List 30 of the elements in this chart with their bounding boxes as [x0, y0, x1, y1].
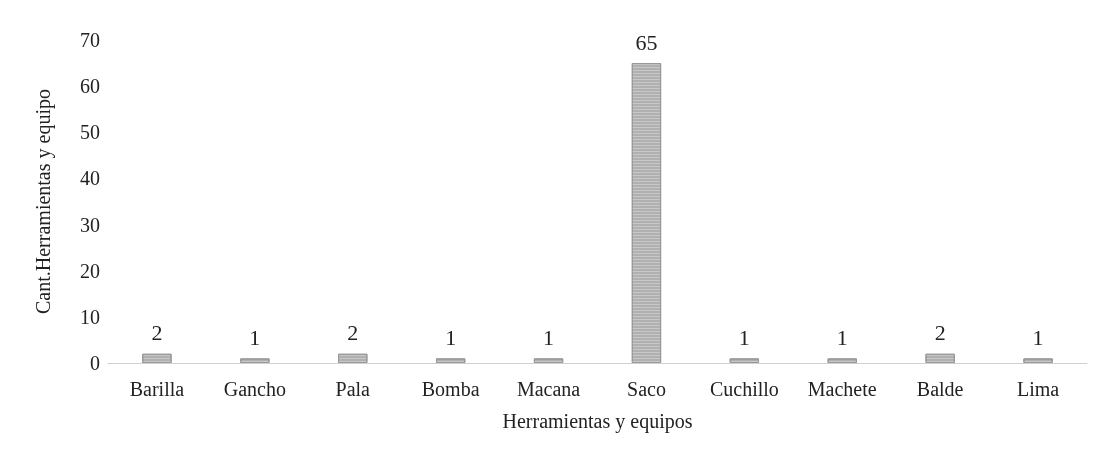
data-label: 1 — [836, 324, 848, 350]
y-axis-title: Cant.Herramientas y equipo — [32, 89, 55, 314]
data-label: 2 — [151, 320, 163, 346]
y-tick-label: 40 — [80, 167, 100, 190]
x-tick-label: Saco — [627, 378, 666, 400]
x-tick-label: Macana — [516, 378, 581, 400]
data-label: 1 — [738, 324, 750, 350]
y-tick-label: 0 — [90, 352, 100, 374]
y-tick-label: 30 — [80, 213, 100, 236]
data-label: 1 — [543, 324, 555, 350]
x-tick-label: Barilla — [129, 378, 185, 400]
x-tick-label: Balde — [916, 378, 964, 400]
data-label: 2 — [347, 320, 359, 346]
y-tick-label: 60 — [80, 75, 100, 98]
x-tick-label: Bomba — [421, 378, 480, 400]
y-tick-label: 10 — [80, 305, 100, 328]
y-tick-label: 20 — [80, 259, 100, 282]
x-tick-label: Pala — [335, 378, 371, 400]
data-label: 1 — [1032, 324, 1044, 350]
x-axis-title: Herramientas y equipos — [502, 410, 693, 433]
x-tick-label: Lima — [1016, 378, 1060, 400]
x-tick-label: Machete — [807, 378, 877, 400]
data-label: 1 — [445, 324, 457, 350]
data-label: 65 — [635, 29, 658, 55]
y-tick-label: 50 — [80, 121, 100, 144]
x-tick-label: Cuchillo — [709, 378, 779, 400]
y-tick-label: 70 — [80, 29, 100, 51]
x-tick-label: Gancho — [223, 378, 286, 400]
data-label: 2 — [934, 320, 946, 346]
data-label: 1 — [249, 324, 261, 350]
